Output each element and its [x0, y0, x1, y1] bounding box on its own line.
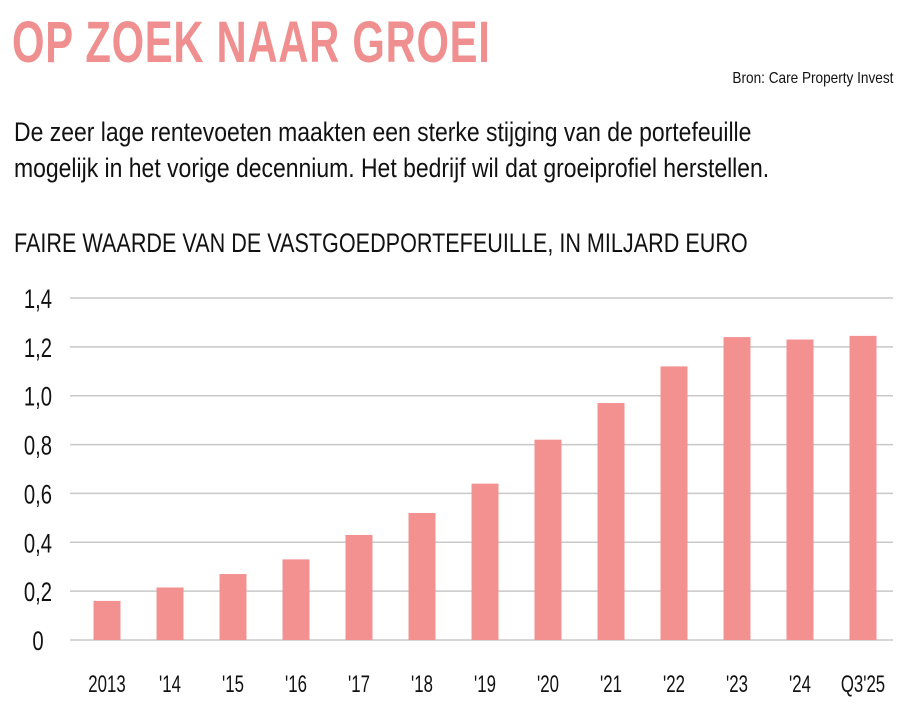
bar — [849, 335, 877, 640]
x-tick-label: '19 — [474, 671, 496, 698]
x-tick-label: Q3'25 — [841, 671, 885, 698]
subtitle-line: mogelijk in het vorige decennium. Het be… — [14, 153, 770, 183]
x-tick-label: '24 — [789, 671, 811, 698]
x-tick-label: '17 — [348, 671, 370, 698]
subtitle-line: De zeer lage rentevoeten maakten een ste… — [14, 117, 752, 147]
subtitle: De zeer lage rentevoeten maakten een ste… — [14, 114, 769, 186]
y-tick-label: 1,0 — [24, 382, 52, 413]
bar — [156, 587, 184, 640]
bar — [786, 339, 814, 640]
bar — [471, 483, 499, 640]
bar — [660, 366, 688, 640]
y-tick-label: 1,2 — [24, 333, 52, 364]
y-tick-label: 0,2 — [24, 577, 52, 608]
bar — [597, 403, 625, 640]
bar — [93, 600, 121, 640]
x-tick-label: '18 — [411, 671, 433, 698]
x-tick-label: '22 — [663, 671, 685, 698]
y-tick-label: 0,4 — [24, 529, 52, 560]
y-tick-label: 0,8 — [24, 431, 52, 462]
chart-title: FAIRE WAARDE VAN DE VASTGOEDPORTEFEUILLE… — [14, 228, 748, 258]
source-note: Bron: Care Property Invest — [731, 70, 893, 87]
x-tick-label: '21 — [600, 671, 622, 698]
bar — [219, 574, 247, 640]
x-tick-label: '15 — [222, 671, 244, 698]
x-tick-label: '20 — [537, 671, 559, 698]
x-tick-label: '16 — [285, 671, 307, 698]
x-tick-label: 2013 — [88, 671, 125, 698]
y-tick-label: 1,4 — [24, 284, 52, 315]
bar — [282, 559, 310, 640]
headline: OP ZOEK NAAR GROEI — [12, 10, 491, 75]
bar — [534, 439, 562, 640]
bar — [345, 534, 373, 640]
bar — [408, 512, 436, 640]
y-tick-label: 0,6 — [24, 480, 52, 511]
bar — [723, 337, 751, 640]
x-tick-label: '14 — [159, 671, 181, 698]
x-tick-label: '23 — [726, 671, 748, 698]
y-tick-label: 0 — [32, 626, 43, 657]
